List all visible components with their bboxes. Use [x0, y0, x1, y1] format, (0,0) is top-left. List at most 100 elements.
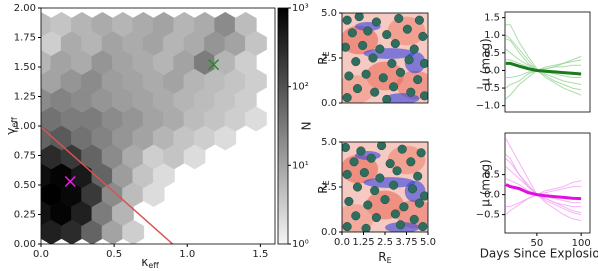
cross-marker — [208, 59, 220, 71]
hexbin-cell — [245, 68, 267, 94]
y-tick-label: 1.5 — [484, 13, 500, 24]
y-tick-label: 0.25 — [14, 210, 36, 221]
hexbin-cell — [245, 30, 267, 56]
source-point — [368, 53, 378, 63]
y-axis-label: RE — [316, 51, 331, 64]
source-point — [420, 91, 428, 101]
x-tick-label: 0.5 — [106, 249, 122, 260]
source-point — [342, 42, 350, 52]
source-point — [352, 182, 363, 192]
colorbar-tick-label: 10¹ — [292, 160, 309, 171]
hexbin-cell — [245, 106, 267, 132]
source-point — [375, 44, 385, 54]
x-tick-label: 2.5 — [377, 237, 393, 248]
source-point — [418, 222, 428, 232]
hexbin-cell — [112, 200, 134, 226]
light-curve — [505, 38, 582, 96]
boundary-line — [41, 126, 174, 244]
y-tick-label: −1.0 — [476, 101, 500, 112]
source-point — [395, 220, 406, 230]
x-axis-label-main: R — [378, 250, 386, 264]
source-point — [407, 184, 418, 194]
y-tick-label: −0.5 — [476, 210, 500, 221]
y-tick-label: 2.5 — [321, 53, 337, 64]
cross-marker — [64, 175, 76, 187]
x-tick-label: 1.5 — [252, 249, 268, 260]
y-tick-label: 0.5 — [484, 48, 500, 59]
x-tick-label: 1.0 — [179, 249, 195, 260]
x-tick-label: 3.75 — [395, 237, 417, 248]
y-tick-label: 1.25 — [14, 92, 36, 103]
source-point — [378, 73, 388, 83]
plot-area — [41, 11, 267, 244]
source-point — [409, 44, 419, 54]
y-tick-label: 0.0 — [321, 227, 337, 238]
source-point — [399, 202, 409, 212]
source-point — [390, 39, 400, 49]
y-tick-label: 0.00 — [14, 239, 36, 250]
source-point — [418, 31, 428, 41]
x-axis-label: Days Since Explosion — [480, 247, 598, 261]
source-point — [389, 180, 399, 190]
x-axis-label: κeff — [141, 255, 159, 270]
light-curve — [505, 61, 582, 76]
source-point — [404, 55, 414, 65]
hexbin-cell — [214, 125, 237, 151]
y-tick-label: 1.00 — [14, 121, 36, 132]
hexbin-cell — [152, 163, 175, 189]
x-tick-label: 0.0 — [334, 237, 350, 248]
y-tick-label: 0.75 — [14, 151, 36, 162]
source-point — [397, 144, 407, 154]
x-tick-label: 1.25 — [352, 237, 374, 248]
source-point — [395, 67, 406, 77]
y-axis-label: μ (mag) — [479, 38, 493, 85]
y-tick-label: 2.00 — [14, 3, 36, 14]
plot-area — [342, 13, 428, 103]
source-point — [342, 15, 352, 25]
source-point — [371, 213, 381, 223]
x-axis-label: RE — [378, 250, 391, 265]
source-point — [394, 13, 404, 23]
plot-area — [505, 24, 582, 99]
source-point — [382, 94, 392, 103]
light-curve — [505, 180, 582, 208]
hexbin-cell — [122, 219, 145, 244]
source-point — [344, 71, 354, 81]
x-tick-label: 50 — [531, 238, 544, 249]
source-point — [342, 142, 350, 152]
hexbin-cell — [234, 87, 257, 113]
source-point — [347, 28, 357, 38]
x-axis-label-sub: E — [387, 256, 392, 265]
source-point — [359, 168, 369, 178]
y-axis-label-main: R — [316, 185, 330, 193]
y-axis-label-sub: E — [322, 180, 331, 185]
y-axis-label: γeff — [4, 117, 19, 135]
colorbar — [277, 7, 289, 245]
colorbar-tick-label: 10² — [292, 82, 309, 93]
source-point — [413, 75, 423, 85]
light-curve — [505, 158, 582, 216]
source-point — [414, 15, 424, 25]
y-axis-label: μ (mag) — [479, 159, 493, 206]
y-axis-label: RE — [316, 180, 331, 193]
source-point — [382, 30, 392, 40]
source-point — [342, 93, 352, 103]
colorbar-tick-label: 10³ — [292, 3, 309, 14]
y-tick-label: 0.5 — [484, 170, 500, 181]
source-point — [371, 17, 381, 27]
source-point — [414, 198, 424, 208]
source-point — [377, 142, 387, 151]
plot-area — [505, 138, 582, 222]
y-tick-label: 0.0 — [484, 65, 500, 76]
source-point — [363, 200, 373, 210]
source-point — [389, 82, 399, 92]
source-point — [420, 191, 428, 201]
axes-frame — [504, 11, 591, 113]
x-tick-label: 100 — [572, 238, 591, 249]
source-point — [387, 58, 397, 68]
y-axis-label-main: R — [316, 56, 330, 64]
source-point — [342, 169, 352, 179]
light-curve — [505, 34, 582, 91]
light-curve — [505, 138, 582, 222]
hexbin-cell — [234, 49, 257, 75]
